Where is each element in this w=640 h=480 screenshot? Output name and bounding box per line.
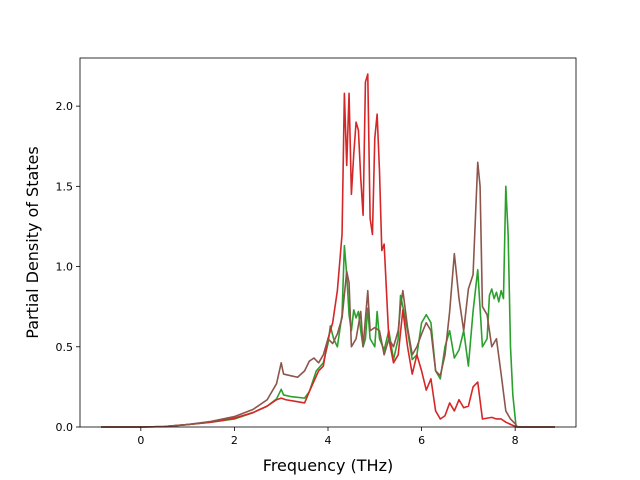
- y-axis-label: Partial Density of States: [23, 146, 42, 338]
- x-tick-label: 2: [231, 434, 238, 447]
- series-line-3: [101, 161, 555, 428]
- y-tick-label: 1.0: [56, 261, 74, 274]
- y-tick-label: 0.0: [56, 421, 74, 434]
- y-tick-label: 0.5: [56, 341, 74, 354]
- x-axis-label: Frequency (THz): [263, 456, 393, 475]
- x-axis-ticks: 0 2 4 6 8: [137, 427, 519, 447]
- x-tick-label: 8: [512, 434, 519, 447]
- x-tick-label: 6: [418, 434, 425, 447]
- series-line-2: [101, 73, 555, 428]
- y-tick-label: 1.5: [56, 180, 74, 193]
- x-tick-label: 4: [325, 434, 332, 447]
- y-tick-label: 2.0: [56, 100, 74, 113]
- y-axis-ticks: 0.0 0.5 1.0 1.5 2.0: [56, 100, 80, 434]
- series-line-1: [101, 185, 555, 428]
- series-layer: [101, 73, 555, 428]
- x-tick-label: 0: [137, 434, 144, 447]
